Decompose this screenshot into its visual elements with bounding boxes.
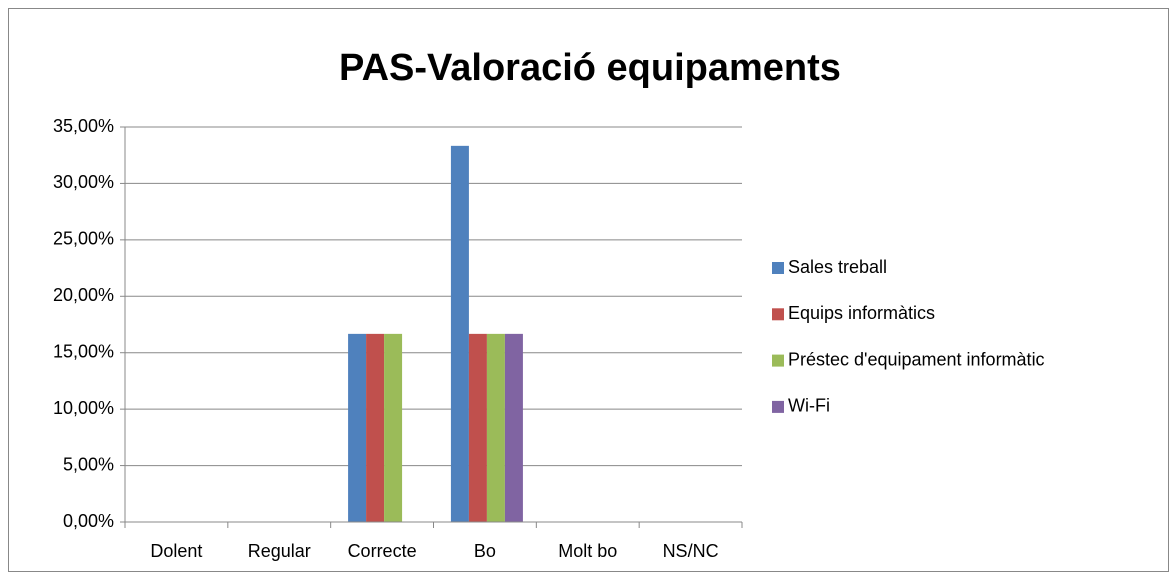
bar bbox=[450, 145, 469, 522]
y-tick-label: 0,00% bbox=[63, 511, 114, 531]
legend-label: Wi-Fi bbox=[788, 396, 830, 416]
legend-swatch bbox=[772, 308, 784, 321]
bar bbox=[486, 333, 505, 522]
y-tick-label: 25,00% bbox=[53, 229, 114, 249]
x-tick-label: Dolent bbox=[150, 541, 202, 561]
legend-swatch bbox=[772, 354, 784, 367]
legend-swatch bbox=[772, 400, 784, 413]
x-tick-label: Molt bo bbox=[558, 541, 617, 561]
legend-label: Préstec d'equipament informàtic bbox=[788, 349, 1045, 369]
y-tick-label: 5,00% bbox=[63, 454, 114, 474]
chart-border bbox=[8, 8, 1169, 572]
bar bbox=[468, 333, 487, 522]
bar bbox=[348, 333, 367, 522]
legend-swatch bbox=[772, 262, 784, 274]
y-tick-label: 15,00% bbox=[53, 341, 114, 361]
chart-title: PAS-Valoració equipaments bbox=[339, 47, 841, 89]
legend-label: Sales treball bbox=[788, 257, 887, 277]
bar bbox=[366, 333, 385, 522]
legend-label: Equips informàtics bbox=[788, 303, 935, 323]
x-tick-label: Regular bbox=[248, 541, 311, 561]
x-tick-label: Bo bbox=[474, 541, 496, 561]
y-tick-label: 35,00% bbox=[53, 116, 114, 136]
bar bbox=[384, 333, 403, 522]
bar bbox=[504, 333, 523, 522]
y-tick-label: 10,00% bbox=[53, 398, 114, 418]
y-tick-label: 30,00% bbox=[53, 172, 114, 192]
x-tick-label: Correcte bbox=[348, 541, 417, 561]
y-tick-label: 20,00% bbox=[53, 285, 114, 305]
x-tick-label: NS/NC bbox=[663, 541, 719, 561]
